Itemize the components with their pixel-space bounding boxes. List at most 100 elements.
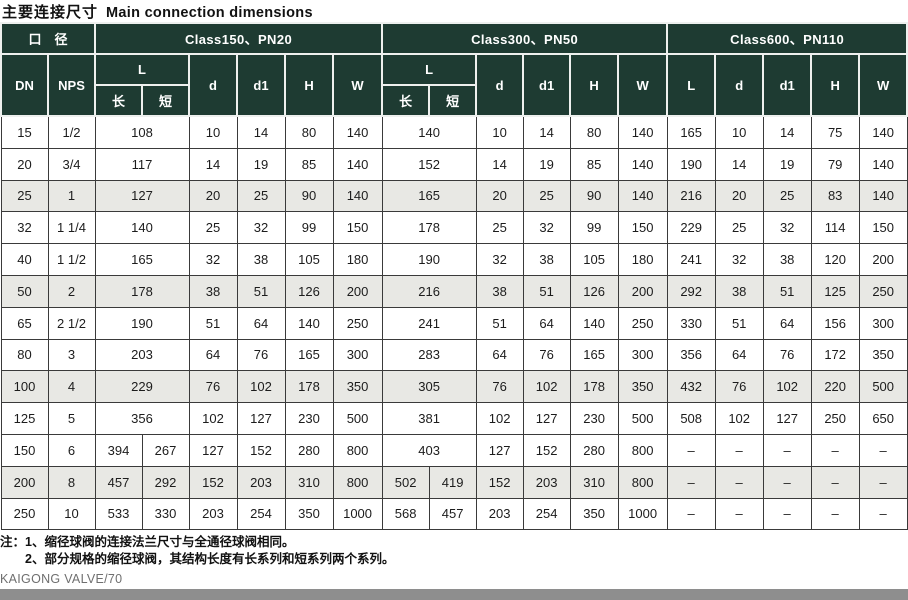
header-diameter: 口 径 <box>0 22 97 55</box>
cell-dn: 200 <box>0 465 49 499</box>
header-c300-l-short: 短 <box>428 84 478 117</box>
cell-c300-d1: 38 <box>522 243 571 276</box>
cell-nps: 2 <box>47 274 96 308</box>
cell-c150-d: 102 <box>188 402 238 435</box>
cell-c150-w: 250 <box>332 306 383 340</box>
cell-c150-d: 38 <box>188 274 238 308</box>
cell-c150-d: 127 <box>188 433 238 467</box>
cell-c300-w: 140 <box>617 115 668 149</box>
cell-c150-d: 20 <box>188 179 238 213</box>
cell-c300-w: 500 <box>617 402 668 435</box>
table-row: 125 5 356 102 127 230 500 381 102 127 230 500 508 102… <box>0 402 908 435</box>
cell-c600-w: – <box>858 433 908 467</box>
cell-c600-d1: 25 <box>762 179 812 213</box>
cell-c600-l: 292 <box>666 274 716 308</box>
cell-c300-w: 180 <box>617 243 668 276</box>
cell-c150-h: 105 <box>284 243 334 276</box>
cell-dn: 32 <box>0 211 49 245</box>
cell-c600-d: 64 <box>714 338 764 372</box>
cell-c600-w: 350 <box>858 338 908 372</box>
cell-c300-l: 190 <box>381 243 477 276</box>
cell-c300-d1: 14 <box>522 115 571 149</box>
footer-brand: KAIGONG VALVE/70 <box>0 572 123 586</box>
header-c300-l: L <box>381 53 478 86</box>
cell-c600-d1: 38 <box>762 243 812 276</box>
cell-c150-w: 140 <box>332 147 383 181</box>
cell-c300-h: 178 <box>569 370 619 404</box>
cell-c150-d1: 25 <box>236 179 286 213</box>
cell-c150-d: 14 <box>188 147 238 181</box>
cell-c600-d: 25 <box>714 211 764 245</box>
cell-dn: 20 <box>0 147 49 181</box>
cell-c600-l: 356 <box>666 338 716 372</box>
cell-c600-d1: – <box>762 465 812 499</box>
cell-c150-d: 152 <box>188 465 238 499</box>
header-class600: Class600、PN110 <box>666 22 908 55</box>
cell-c300-h: 165 <box>569 338 619 372</box>
table-row: 100 4 229 76 102 178 350 305 76 102 178 350 432 76 102… <box>0 370 908 404</box>
cell-c150-w: 140 <box>332 179 383 213</box>
cell-c300-d1: 32 <box>522 211 571 245</box>
cell-c300-d: 152 <box>475 465 524 499</box>
header-row-sections: 口 径 Class150、PN20 Class300、PN50 Class600… <box>0 22 908 55</box>
header-c150-d: d <box>188 53 239 117</box>
bottom-bar <box>0 589 908 600</box>
cell-c300-l: 152 <box>381 147 477 181</box>
table-row: 20 3/4 117 14 19 85 140 152 14 19 85 140 190 14 19 79 14… <box>0 147 908 181</box>
cell-c150-h: 178 <box>284 370 334 404</box>
cell-nps: 5 <box>47 402 96 435</box>
cell-c150-w: 140 <box>332 115 383 149</box>
cell-c600-h: – <box>810 497 860 531</box>
cell-dn: 50 <box>0 274 49 308</box>
cell-c300-w: 300 <box>617 338 668 372</box>
cell-nps: 10 <box>47 497 96 531</box>
cell-c300-d: 32 <box>475 243 524 276</box>
cell-c300-w: 150 <box>617 211 668 245</box>
cell-c300-d: 64 <box>475 338 524 372</box>
cell-c600-w: – <box>858 465 908 499</box>
cell-c150-h: 350 <box>284 497 334 531</box>
header-nps: NPS <box>46 53 97 117</box>
cell-c150-w: 800 <box>332 433 383 467</box>
cell-dn: 80 <box>0 338 49 372</box>
cell-c150-d1: 76 <box>236 338 286 372</box>
cell-c150-l-short: 292 <box>141 465 190 499</box>
cell-c150-d: 25 <box>188 211 238 245</box>
cell-c150-d: 32 <box>188 243 238 276</box>
note-2: 2、部分规格的缩径球阀，其结构长度有长系列和短系列两个系列。 <box>25 552 395 566</box>
cell-c600-l: 241 <box>666 243 716 276</box>
cell-dn: 65 <box>0 306 49 340</box>
cell-nps: 1 1/4 <box>47 211 96 245</box>
cell-c150-h: 310 <box>284 465 334 499</box>
cell-c150-h: 126 <box>284 274 334 308</box>
cell-c300-w: 140 <box>617 147 668 181</box>
dimensions-table: 口 径 Class150、PN20 Class300、PN50 Class600… <box>0 22 908 531</box>
header-c150-l-long: 长 <box>94 84 144 117</box>
cell-c600-l: 216 <box>666 179 716 213</box>
cell-c300-h: 310 <box>569 465 619 499</box>
cell-c600-d: – <box>714 497 764 531</box>
cell-c300-l: 140 <box>381 115 477 149</box>
cell-c300-d1: 102 <box>522 370 571 404</box>
cell-c600-d1: – <box>762 497 812 531</box>
cell-c150-h: 85 <box>284 147 334 181</box>
cell-c300-d: 14 <box>475 147 524 181</box>
table-row: 50 2 178 38 51 126 200 216 38 51 126 200 292 38 51 125 2… <box>0 274 908 308</box>
cell-c600-d: 51 <box>714 306 764 340</box>
cell-dn: 150 <box>0 433 49 467</box>
cell-c300-d: 10 <box>475 115 524 149</box>
cell-c150-d: 10 <box>188 115 238 149</box>
cell-c300-h: 80 <box>569 115 619 149</box>
table-row: 32 1 1/4 140 25 32 99 150 178 25 32 99 150 229 25 32 11… <box>0 211 908 245</box>
cell-c600-d1: 51 <box>762 274 812 308</box>
cell-c150-l: 127 <box>94 179 190 213</box>
cell-c150-l: 203 <box>94 338 190 372</box>
cell-c600-h: 75 <box>810 115 860 149</box>
cell-c600-h: 172 <box>810 338 860 372</box>
header-c150-w: W <box>332 53 384 117</box>
cell-c600-l: – <box>666 465 716 499</box>
cell-c600-d: 76 <box>714 370 764 404</box>
cell-c300-h: 280 <box>569 433 619 467</box>
cell-c150-l: 108 <box>94 115 190 149</box>
cell-nps: 1 <box>47 179 96 213</box>
